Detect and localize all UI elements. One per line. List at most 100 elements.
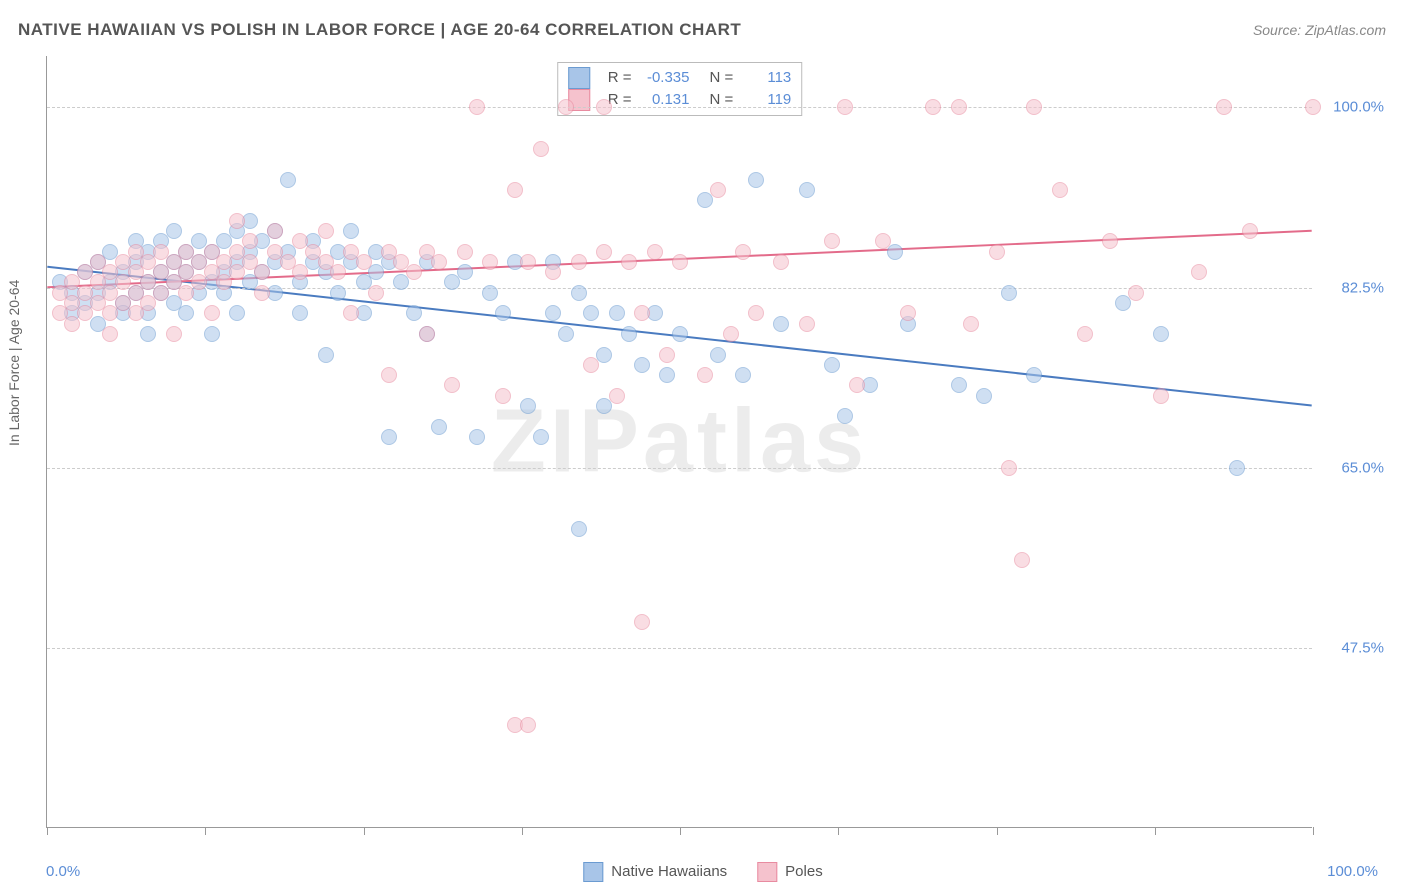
scatter-point [482,285,498,301]
gridline-horizontal [47,468,1312,469]
scatter-point [343,223,359,239]
scatter-point [621,326,637,342]
x-tick [1313,827,1314,835]
scatter-point [710,182,726,198]
series-name: Native Hawaiians [611,863,727,880]
scatter-point [254,285,270,301]
scatter-point [140,326,156,342]
scatter-point [482,254,498,270]
scatter-point [799,182,815,198]
scatter-point [229,305,245,321]
x-axis-max-label: 100.0% [1327,863,1378,880]
x-tick [47,827,48,835]
scatter-point [609,305,625,321]
scatter-point [381,429,397,445]
r-value: -0.335 [642,67,690,89]
scatter-point [837,408,853,424]
scatter-point [431,254,447,270]
scatter-point [1153,326,1169,342]
scatter-point [368,285,384,301]
r-label: R = [608,67,632,89]
scatter-point [571,254,587,270]
scatter-point [621,254,637,270]
scatter-point [976,388,992,404]
scatter-point [1014,552,1030,568]
scatter-point [406,264,422,280]
scatter-point [520,717,536,733]
scatter-point [824,233,840,249]
scatter-point [330,285,346,301]
y-tick-label: 100.0% [1333,99,1384,116]
x-tick [997,827,998,835]
scatter-point [1242,223,1258,239]
scatter-point [571,521,587,537]
series-name: Poles [785,863,823,880]
scatter-point [457,264,473,280]
scatter-point [280,172,296,188]
scatter-point [634,357,650,373]
scatter-point [951,99,967,115]
trend-lines-layer [47,56,1312,827]
scatter-point [545,264,561,280]
series-legend: Native Hawaiians Poles [583,862,822,882]
source-attribution: Source: ZipAtlas.com [1253,22,1386,38]
scatter-point [659,347,675,363]
legend-item: Native Hawaiians [583,862,727,882]
scatter-point [431,419,447,435]
scatter-point [254,264,270,280]
scatter-point [1077,326,1093,342]
scatter-point [748,305,764,321]
y-tick-label: 65.0% [1341,459,1384,476]
scatter-point [723,326,739,342]
scatter-point [735,367,751,383]
scatter-point [166,223,182,239]
scatter-point [419,326,435,342]
watermark-text: ZIPatlas [491,390,868,493]
scatter-point [1001,460,1017,476]
scatter-point [647,244,663,260]
gridline-horizontal [47,288,1312,289]
scatter-point [533,141,549,157]
scatter-point [900,305,916,321]
y-axis-label: In Labor Force | Age 20-64 [6,280,22,446]
scatter-point [1001,285,1017,301]
scatter-point [634,614,650,630]
scatter-point [609,388,625,404]
scatter-point [178,305,194,321]
scatter-point [343,305,359,321]
scatter-point [356,254,372,270]
y-tick-label: 82.5% [1341,279,1384,296]
scatter-point [267,223,283,239]
x-tick [838,827,839,835]
scatter-point [951,377,967,393]
legend-item: Poles [757,862,823,882]
scatter-point [204,305,220,321]
scatter-point [1191,264,1207,280]
scatter-point [824,357,840,373]
scatter-point [1026,367,1042,383]
chart-container: NATIVE HAWAIIAN VS POLISH IN LABOR FORCE… [0,0,1406,892]
scatter-point [596,99,612,115]
scatter-point [989,244,1005,260]
scatter-point [1305,99,1321,115]
plot-area: ZIPatlas R =-0.335N =113R =0.131N =119 4… [46,56,1312,828]
scatter-point [495,388,511,404]
scatter-point [457,244,473,260]
x-tick [364,827,365,835]
x-tick [1155,827,1156,835]
scatter-point [1216,99,1232,115]
gridline-horizontal [47,107,1312,108]
scatter-point [1026,99,1042,115]
scatter-point [102,326,118,342]
scatter-point [634,305,650,321]
scatter-point [571,285,587,301]
scatter-point [849,377,865,393]
scatter-point [292,264,308,280]
legend-swatch [583,862,603,882]
scatter-point [1153,388,1169,404]
gridline-horizontal [47,648,1312,649]
scatter-point [406,305,422,321]
scatter-point [837,99,853,115]
source-value: ZipAtlas.com [1305,22,1386,38]
chart-title: NATIVE HAWAIIAN VS POLISH IN LABOR FORCE… [18,20,741,40]
